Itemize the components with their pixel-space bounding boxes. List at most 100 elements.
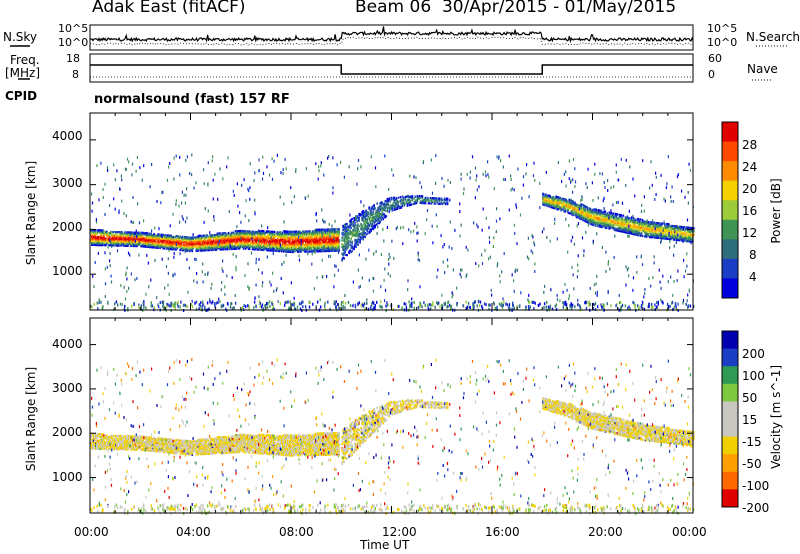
- power-cell: [214, 240, 217, 243]
- power-cell: [289, 237, 291, 240]
- power-cell: [147, 245, 149, 248]
- power-cell: [686, 234, 688, 237]
- power-cell: [164, 242, 166, 245]
- power-cell: [676, 238, 679, 242]
- power-cell: [533, 161, 535, 165]
- power-cell: [438, 197, 441, 200]
- power-cell: [126, 289, 128, 293]
- power-cell: [227, 244, 230, 247]
- power-cell: [361, 212, 363, 215]
- power-cell: [567, 207, 569, 210]
- power-cell: [186, 237, 189, 240]
- power-cell: [163, 239, 165, 242]
- power-cell: [591, 210, 594, 213]
- power-cell: [103, 233, 105, 236]
- power-cell: [654, 303, 656, 307]
- power-cell: [181, 246, 184, 249]
- power-cell: [662, 232, 665, 235]
- power-cell: [318, 228, 320, 231]
- power-cell: [379, 208, 381, 212]
- power-cell: [320, 229, 322, 233]
- power-cell: [261, 240, 264, 243]
- power-cell: [627, 266, 629, 270]
- power-cell: [246, 241, 249, 244]
- power-cell: [691, 227, 693, 230]
- power-cell: [625, 218, 628, 221]
- power-cell: [157, 240, 159, 243]
- power-cell: [687, 230, 689, 233]
- power-cell: [646, 222, 649, 225]
- power-cell: [297, 244, 299, 247]
- power-cell: [209, 245, 212, 248]
- power-cell: [106, 166, 109, 170]
- power-cell: [204, 249, 207, 252]
- power-cell: [592, 222, 595, 225]
- power-cell: [213, 244, 216, 247]
- power-cell: [298, 238, 300, 241]
- power-cell: [292, 250, 294, 254]
- power-cell: [286, 243, 288, 246]
- power-cell: [290, 250, 292, 253]
- power-cell: [249, 237, 252, 240]
- power-cell: [309, 250, 311, 253]
- power-cell: [164, 238, 166, 241]
- power-cell: [130, 234, 132, 237]
- power-cell: [331, 248, 333, 251]
- power-cell: [549, 201, 551, 204]
- power-cell: [97, 230, 99, 233]
- power-cell: [356, 229, 358, 233]
- power-cell: [234, 230, 237, 233]
- power-cell: [224, 246, 227, 249]
- power-cell: [139, 237, 141, 240]
- power-cell: [115, 241, 117, 244]
- power-cell: [229, 233, 232, 236]
- power-cell: [376, 209, 378, 212]
- power-cell: [304, 233, 306, 236]
- power-cell: [223, 237, 226, 240]
- power-cell: [173, 236, 175, 239]
- power-cell: [275, 248, 278, 251]
- power-cell: [387, 202, 390, 205]
- power-cell: [467, 248, 469, 252]
- power-cell: [650, 233, 653, 236]
- power-cell: [218, 241, 221, 244]
- power-cell: [553, 205, 555, 208]
- power-cell: [181, 249, 184, 252]
- power-cell: [134, 244, 136, 248]
- power-cell: [106, 265, 108, 269]
- power-cell: [333, 245, 335, 248]
- power-cell: [313, 242, 315, 245]
- power-cell: [190, 248, 193, 251]
- power-cell: [304, 243, 306, 246]
- power-cell: [352, 222, 354, 225]
- power-cell: [272, 247, 274, 251]
- power-cell: [675, 232, 678, 235]
- power-cell: [166, 246, 168, 249]
- power-cell: [599, 172, 601, 176]
- power-cell: [670, 235, 673, 238]
- power-cell: [604, 213, 607, 216]
- power-cell: [345, 229, 347, 232]
- power-cell: [97, 239, 99, 243]
- power-cell: [670, 230, 673, 233]
- power-cell: [615, 163, 617, 167]
- power-cell: [616, 228, 619, 231]
- power-cell: [287, 250, 289, 253]
- power-cell: [296, 238, 298, 241]
- power-cell: [184, 246, 187, 249]
- power-cell: [660, 222, 663, 225]
- power-cell: [440, 198, 443, 202]
- power-cell: [219, 245, 222, 248]
- power-cell: [660, 235, 663, 238]
- power-cell: [107, 241, 109, 244]
- power-cell: [327, 244, 329, 247]
- power-cell: [389, 255, 391, 259]
- power-cell: [199, 240, 202, 243]
- power-cell: [354, 223, 356, 227]
- power-cell: [369, 220, 371, 223]
- power-cell: [657, 226, 660, 229]
- power-cell: [291, 250, 293, 254]
- power-cell: [309, 245, 311, 248]
- power-cell: [314, 242, 316, 245]
- power-cell: [437, 197, 440, 200]
